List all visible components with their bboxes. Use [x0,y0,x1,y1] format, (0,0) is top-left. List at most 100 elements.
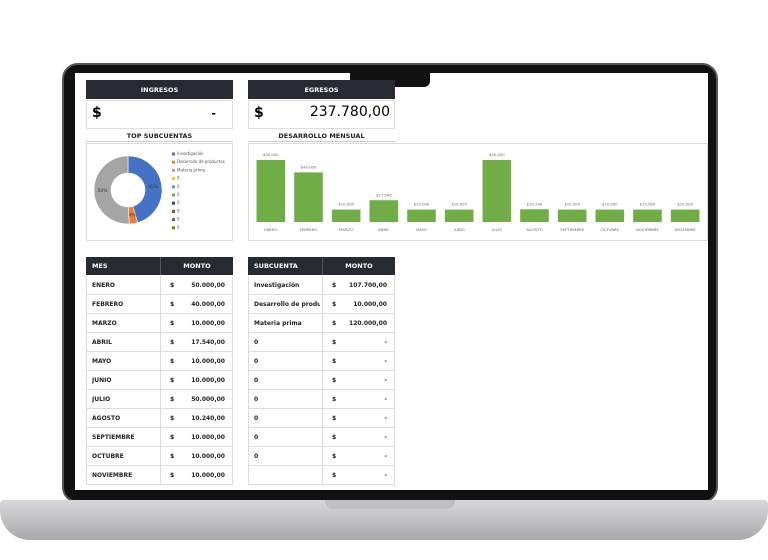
table-row-bg [86,295,233,314]
x-tick-label: AGOSTO [526,227,542,232]
x-tick-label: MARZO [339,227,353,232]
bar-value-label: $17.540 [376,192,392,197]
x-tick-label: ABRIL [378,227,390,232]
row-label: 0 [254,338,259,346]
donut-title: TOP SUBCUENTAS [86,130,233,142]
legend-swatch [172,168,175,172]
currency: $ [170,395,175,403]
table-divider [322,466,323,485]
currency: $ [332,471,337,479]
table-divider [160,447,161,466]
currency: $ [332,452,337,460]
bar-value-label: $10.240 [527,201,543,206]
bar [557,209,587,222]
row-label: 0 [254,357,259,365]
legend-label: 0 [177,225,180,230]
bar [670,209,700,222]
bar [369,200,399,222]
legend-label: 0 [177,208,180,213]
x-tick-label: SEPTIEMBRE [560,227,584,232]
table-row-bg [86,409,233,428]
row-amount: 10.000,00 [191,433,225,441]
currency: $ [332,338,337,346]
legend-swatch [172,152,175,156]
row-label: Desarrollo de produc [254,300,320,308]
currency: $ [170,319,175,327]
row-label: AGOSTO [92,414,121,422]
bar [407,209,436,222]
table-header: MONTO [160,257,233,275]
table-divider [160,428,161,447]
table-divider [322,333,323,352]
row-label: FEBRERO [92,300,124,308]
row-label: MAYO [92,357,112,365]
legend-swatch [172,209,175,213]
row-label: Investigación [254,281,300,289]
legend-label: Desarrollo de productos [177,159,225,164]
ingresos-header: INGRESOS [86,80,233,99]
row-amount: 10.000,00 [353,300,387,308]
row-amount: 107.700,00 [349,281,387,289]
row-amount: 10.000,00 [191,357,225,365]
currency: $ [332,433,337,441]
bar [444,209,474,222]
currency: $ [170,357,175,365]
bar [482,160,512,222]
table-divider [322,276,323,295]
table-divider [322,295,323,314]
legend-swatch [172,226,175,230]
table-row-bg [86,371,233,390]
row-amount: - [384,376,388,384]
table-header: MONTO [322,257,395,275]
bar-value-label: $50.000 [263,152,279,157]
row-label: Materia prima [254,319,302,327]
row-label: NOVIEMBRE [92,471,133,479]
row-label: OCTUBRE [92,452,124,460]
currency: $ [170,281,175,289]
legend-swatch [172,218,175,222]
x-tick-label: JULIO [491,227,502,232]
x-tick-label: JUNIO [453,227,465,232]
row-label: 0 [254,414,259,422]
row-amount: - [384,414,388,422]
legend-label: 0 [177,200,180,205]
row-label: JUNIO [92,376,112,384]
row-label: MARZO [92,319,117,327]
table-divider [322,390,323,409]
row-label: 0 [254,376,259,384]
slice-label: 50% [97,188,108,194]
row-amount: 10.000,00 [191,452,225,460]
base-notch [325,500,455,509]
currency: $ [332,281,337,289]
table-header: MES [86,257,160,275]
table-row-bg [86,276,233,295]
bar [520,209,549,222]
bar-value-label: $50.000 [489,152,505,157]
row-amount: - [384,471,388,479]
table-row-bg [248,352,395,371]
table-row-bg [248,333,395,352]
row-label: 0 [254,452,259,460]
row-amount: - [384,338,388,346]
table-header: SUBCUENTA [248,257,322,275]
row-amount: - [384,395,388,403]
bar-value-label: $40.000 [301,164,317,169]
legend-label: 0 [177,217,180,222]
table-divider [160,409,161,428]
bar [294,172,323,222]
bar [331,209,361,222]
currency: $ [170,471,175,479]
screen [75,73,708,490]
legend-label: Materia prima [177,167,206,172]
table-row-bg [86,314,233,333]
row-amount: 10.000,00 [191,471,225,479]
row-amount: 17.540,00 [191,338,225,346]
table-divider [160,371,161,390]
table-divider [160,466,161,485]
bar [633,209,662,222]
table-row-bg [248,466,395,485]
donut-box [86,143,233,241]
row-label: JULIO [92,395,111,403]
x-tick-label: MAYO [416,227,427,232]
